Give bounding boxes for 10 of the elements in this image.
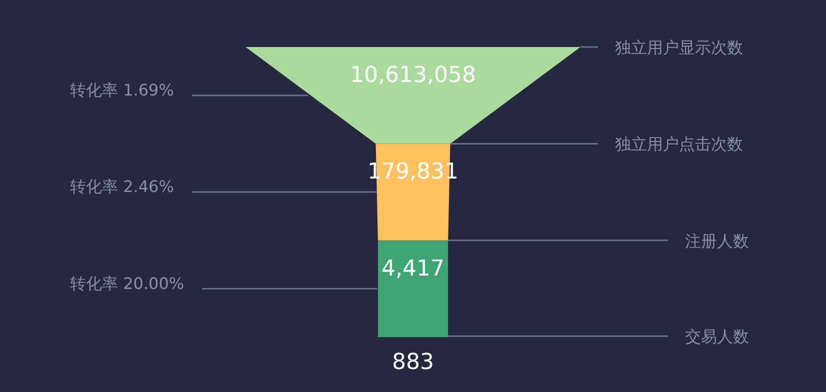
category-label: 交易人数 xyxy=(685,327,749,346)
data-label: 883 xyxy=(392,350,434,376)
text: 转化率 20.00% xyxy=(70,274,184,293)
text: 转化率 2.46% xyxy=(70,177,174,196)
category-label: 注册人数 xyxy=(685,231,749,250)
category-label: 独立用户点击次数 xyxy=(615,134,743,154)
data-label: 4,417 xyxy=(382,256,444,282)
category-label: 独立用户显示次数 xyxy=(615,38,743,57)
data-label: 10,613,058 xyxy=(350,63,476,88)
text: 转化率 1.69% xyxy=(70,80,174,100)
